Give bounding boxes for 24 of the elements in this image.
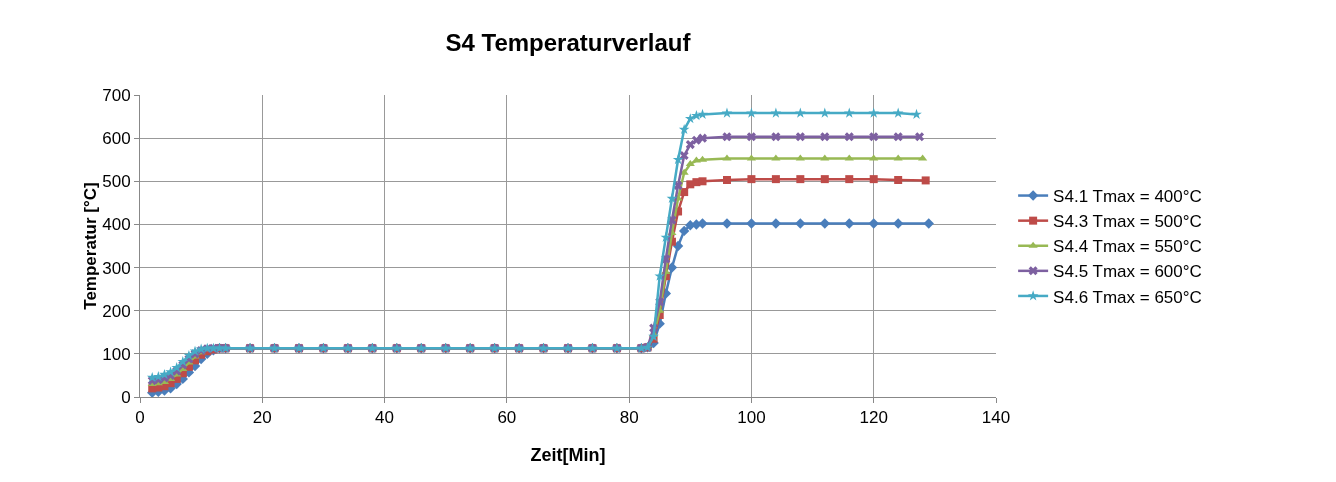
legend-label: S4.5 Tmax = 600°C	[1053, 262, 1202, 282]
y-tick-label: 300	[102, 258, 131, 278]
x-tick-label: 100	[737, 408, 766, 428]
x-tick-label: 120	[859, 408, 888, 428]
legend-label: S4.3 Tmax = 500°C	[1053, 212, 1202, 232]
y-tick-label: 500	[102, 172, 131, 192]
chart-title: S4 Temperaturverlauf	[445, 28, 692, 56]
x-tick-label: 0	[135, 408, 145, 428]
legend-label: S4.6 Tmax = 650°C	[1053, 287, 1202, 307]
x-tick-label: 60	[497, 408, 517, 428]
x-tick-label: 80	[619, 408, 639, 428]
x-tick-label: 20	[252, 408, 272, 428]
y-axis-title: Temperatur [°C]	[81, 182, 100, 310]
x-axis-title: Zeit[Min]	[530, 445, 606, 465]
y-tick-label: 600	[102, 129, 131, 149]
y-tick-label: 700	[102, 85, 131, 105]
x-tick-label: 40	[375, 408, 395, 428]
legend-label: S4.1 Tmax = 400°C	[1053, 187, 1202, 207]
x-tick-label: 140	[981, 408, 1011, 428]
y-tick-label: 200	[102, 301, 131, 321]
legend-label: S4.4 Tmax = 550°C	[1053, 237, 1202, 257]
y-tick-label: 100	[102, 344, 131, 364]
y-tick-label: 400	[102, 215, 131, 235]
y-tick-label: 0	[121, 387, 131, 407]
